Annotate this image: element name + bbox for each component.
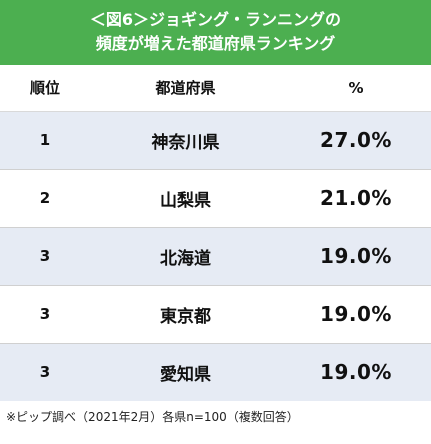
- title-line-2: 頻度が増えた都道府県ランキング: [95, 34, 336, 53]
- prefecture-cell: 山梨県: [90, 169, 281, 228]
- header-row: 順位 都道府県 %: [0, 65, 431, 112]
- table-body: 1 神奈川県 27.0% 2 山梨県 21.0% 3 北海道 19.0% 3 東…: [0, 111, 431, 401]
- rank-cell: 2: [0, 169, 90, 228]
- header-percent: %: [281, 65, 431, 112]
- rank-cell: 3: [0, 343, 90, 401]
- rank-cell: 3: [0, 227, 90, 286]
- percent-cell: 27.0%: [281, 111, 431, 170]
- chart-title: ＜図6＞ジョギング・ランニングの 頻度が増えた都道府県ランキング: [0, 0, 431, 65]
- footnote: ※ピップ調べ（2021年2月）各県n=100（複数回答）: [6, 410, 299, 424]
- percent-cell: 19.0%: [281, 227, 431, 286]
- table-row: 3 東京都 19.0%: [0, 285, 431, 344]
- title-line-1: ＜図6＞ジョギング・ランニングの: [89, 10, 342, 29]
- percent-cell: 19.0%: [281, 285, 431, 344]
- table-row: 2 山梨県 21.0%: [0, 169, 431, 228]
- header-rank: 順位: [0, 65, 90, 112]
- prefecture-cell: 北海道: [90, 227, 281, 286]
- percent-cell: 19.0%: [281, 343, 431, 401]
- table-row: 1 神奈川県 27.0%: [0, 111, 431, 170]
- percent-cell: 21.0%: [281, 169, 431, 228]
- table-header: 順位 都道府県 %: [0, 65, 431, 112]
- table-row: 3 北海道 19.0%: [0, 227, 431, 286]
- prefecture-cell: 東京都: [90, 285, 281, 344]
- prefecture-cell: 愛知県: [90, 343, 281, 401]
- header-prefecture: 都道府県: [90, 65, 281, 112]
- rank-cell: 1: [0, 111, 90, 170]
- ranking-table: 順位 都道府県 % 1 神奈川県 27.0% 2 山梨県 21.0% 3 北海道…: [0, 65, 431, 401]
- prefecture-cell: 神奈川県: [90, 111, 281, 170]
- rank-cell: 3: [0, 285, 90, 344]
- table-row: 3 愛知県 19.0%: [0, 343, 431, 401]
